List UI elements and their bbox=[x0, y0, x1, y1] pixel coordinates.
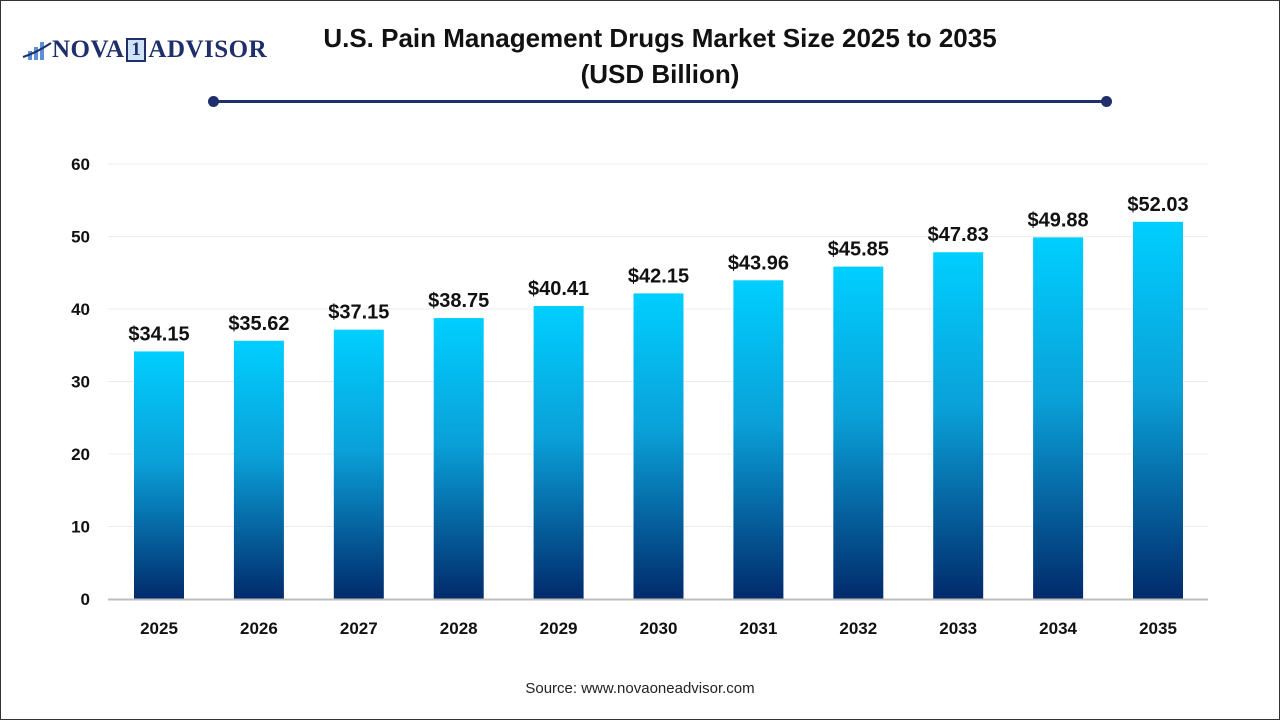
y-tick-label: 10 bbox=[71, 518, 90, 537]
x-tick-label: 2032 bbox=[839, 619, 877, 638]
data-label: $45.85 bbox=[828, 239, 889, 261]
source-note: Source: www.novaoneadvisor.com bbox=[525, 680, 755, 697]
data-label: $35.62 bbox=[228, 313, 289, 335]
x-tick-label: 2029 bbox=[540, 619, 578, 638]
title-divider bbox=[213, 100, 1106, 103]
y-tick-label: 60 bbox=[71, 155, 90, 174]
logo-text-nova: NOVA bbox=[52, 36, 125, 63]
y-tick-label: 30 bbox=[71, 373, 90, 392]
y-tick-label: 50 bbox=[71, 228, 90, 247]
bar-2032 bbox=[833, 266, 884, 599]
bar-2027 bbox=[333, 329, 384, 599]
data-label: $40.41 bbox=[528, 278, 589, 300]
data-label: $37.15 bbox=[328, 302, 389, 324]
bar-2031 bbox=[733, 280, 784, 599]
y-tick-label: 0 bbox=[81, 590, 90, 609]
data-label: $47.83 bbox=[928, 224, 989, 246]
data-label: $49.88 bbox=[1028, 209, 1089, 231]
logo-bars-icon bbox=[22, 42, 52, 60]
x-tick-label: 2027 bbox=[340, 619, 378, 638]
bar-2028 bbox=[433, 318, 484, 599]
bar-2025 bbox=[134, 351, 184, 599]
logo: NOVA 1 ADVISOR bbox=[22, 36, 267, 64]
x-tick-label: 2033 bbox=[939, 619, 977, 638]
x-tick-label: 2035 bbox=[1139, 619, 1177, 638]
divider-dot-left bbox=[208, 96, 219, 107]
chart-title: U.S. Pain Management Drugs Market Size 2… bbox=[210, 20, 1110, 92]
bar-2026 bbox=[233, 340, 284, 599]
x-tick-label: 2028 bbox=[440, 619, 478, 638]
title-line-2: (USD Billion) bbox=[580, 59, 740, 89]
bar-2033 bbox=[933, 252, 984, 600]
x-tick-label: 2026 bbox=[240, 619, 278, 638]
bar-2034 bbox=[1033, 237, 1084, 599]
title-line-1: U.S. Pain Management Drugs Market Size 2… bbox=[323, 23, 997, 53]
logo-text-advisor: ADVISOR bbox=[148, 36, 268, 63]
data-label: $38.75 bbox=[428, 290, 489, 312]
logo-text-one: 1 bbox=[126, 38, 147, 62]
y-tick-label: 20 bbox=[71, 445, 90, 464]
x-tick-label: 2031 bbox=[739, 619, 777, 638]
data-label: $42.15 bbox=[628, 265, 689, 287]
y-tick-label: 40 bbox=[71, 300, 90, 319]
bar-2029 bbox=[533, 306, 584, 599]
divider-dot-right bbox=[1101, 96, 1112, 107]
x-tick-label: 2034 bbox=[1039, 619, 1077, 638]
x-tick-label: 2025 bbox=[140, 619, 178, 638]
data-label: $34.15 bbox=[128, 323, 189, 345]
bar-2035 bbox=[1133, 221, 1183, 599]
data-label: $43.96 bbox=[728, 252, 789, 274]
data-label: $52.03 bbox=[1127, 194, 1188, 216]
x-tick-label: 2030 bbox=[640, 619, 678, 638]
bar-2030 bbox=[633, 293, 684, 599]
